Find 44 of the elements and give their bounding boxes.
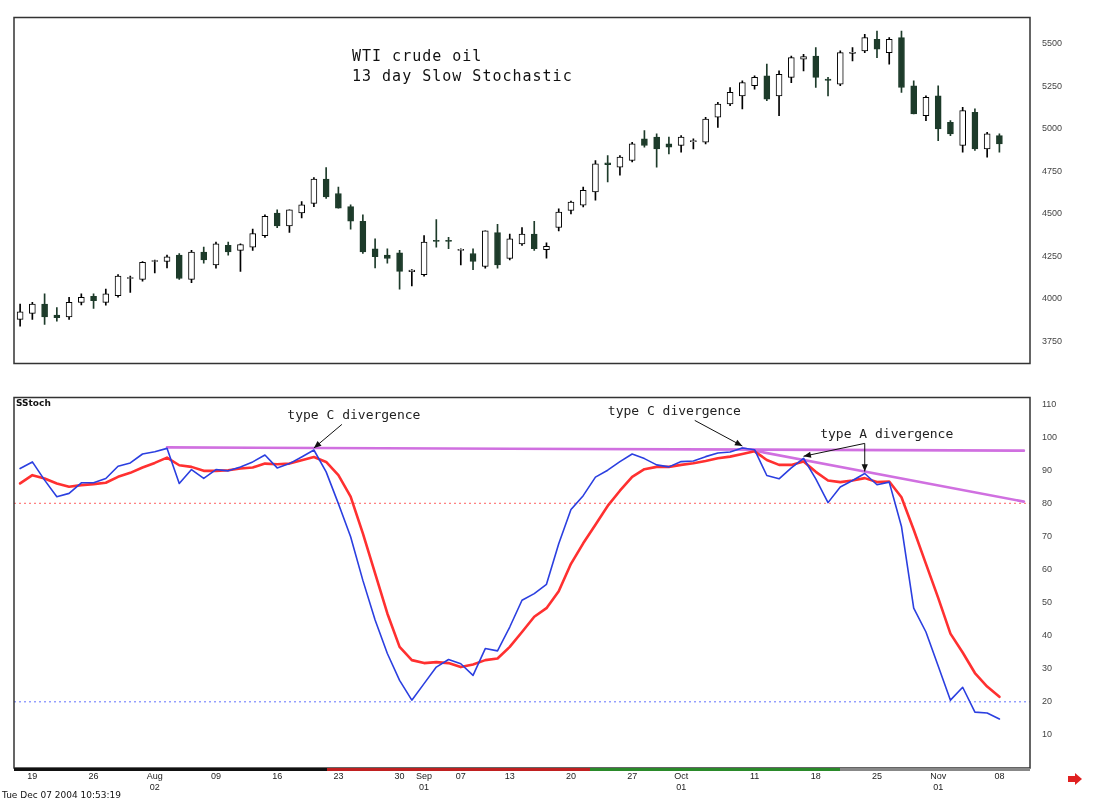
text: WTI crude oil: [352, 47, 483, 66]
x-tick-label: 19: [27, 770, 38, 781]
y-tick-label: 4250: [1042, 250, 1063, 261]
annotation: type C divergence: [607, 402, 742, 418]
y-tick-label: 3750: [1042, 335, 1063, 346]
x-tick-label: 18: [810, 770, 821, 781]
y-tick-label: 110: [1042, 398, 1057, 409]
x-tick-label: 16: [272, 770, 283, 781]
text: Tue Dec 07 2004 10:53:19: [2, 790, 122, 800]
chart-title: SStoch: [16, 398, 51, 409]
y-tick-label: 50: [1042, 597, 1053, 608]
y-tick-label: 4500: [1042, 208, 1063, 219]
annotation: type C divergence: [287, 406, 421, 422]
x-tick-label: 08: [994, 770, 1005, 781]
x-tick-label: Sep 01: [416, 770, 433, 792]
y-tick-label: 20: [1042, 696, 1053, 707]
y-tick-label: 10: [1042, 729, 1053, 740]
x-tick-label: 11: [749, 770, 760, 781]
x-tick-label: 09: [210, 770, 221, 781]
y-tick-label: 5250: [1042, 80, 1063, 91]
y-tick-label: 30: [1042, 663, 1053, 674]
y-tick-label: 60: [1042, 563, 1053, 574]
x-tick-label: Nov 01: [930, 770, 947, 792]
y-tick-label: 80: [1042, 497, 1053, 508]
y-tick-label: 4750: [1042, 165, 1063, 176]
y-tick-label: 5500: [1042, 38, 1063, 49]
x-tick-label: 07: [455, 770, 466, 781]
x-tick-label: 30: [394, 770, 405, 781]
text: 13 day Slow Stochastic: [352, 67, 573, 86]
y-tick-label: 40: [1042, 630, 1053, 641]
y-tick-label: 4000: [1042, 293, 1063, 304]
x-tick-label: Oct 01: [674, 770, 689, 792]
x-tick-label: 13: [504, 770, 515, 781]
x-tick-label: 20: [565, 770, 576, 781]
x-tick-label: 26: [88, 770, 99, 781]
x-tick-label: 27: [627, 770, 638, 781]
y-tick-label: 100: [1042, 431, 1058, 442]
x-tick-label: 25: [871, 770, 882, 781]
x-tick-label: Aug 02: [146, 770, 163, 792]
y-tick-label: 90: [1042, 464, 1053, 475]
annotation: type A divergence: [820, 425, 954, 441]
x-tick-label: 23: [333, 770, 344, 781]
y-tick-label: 70: [1042, 530, 1053, 541]
y-tick-label: 5000: [1042, 123, 1063, 134]
